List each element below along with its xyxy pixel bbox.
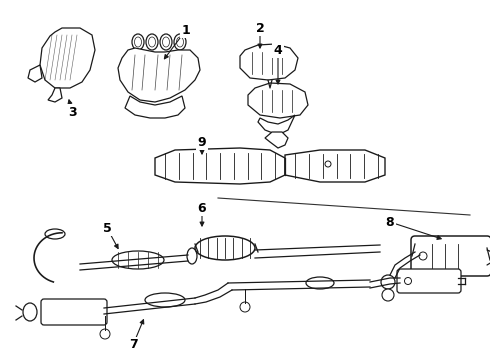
Ellipse shape [240,302,250,312]
Polygon shape [48,88,62,102]
Ellipse shape [134,37,142,47]
Text: 7: 7 [129,338,137,351]
Ellipse shape [146,34,158,50]
Ellipse shape [23,303,37,321]
Ellipse shape [45,229,65,239]
Ellipse shape [112,251,164,269]
Polygon shape [265,132,288,148]
Text: 2: 2 [256,22,265,35]
Ellipse shape [419,252,427,260]
Text: 1: 1 [182,23,191,36]
Polygon shape [40,28,95,88]
Polygon shape [258,115,295,135]
Ellipse shape [381,275,395,289]
Ellipse shape [163,37,170,47]
Text: 6: 6 [197,202,206,215]
Polygon shape [155,148,285,184]
Ellipse shape [132,34,144,50]
Text: 3: 3 [68,105,76,118]
Ellipse shape [174,34,186,50]
Ellipse shape [160,34,172,50]
Ellipse shape [382,289,394,301]
Ellipse shape [100,329,110,339]
Polygon shape [240,44,298,80]
Ellipse shape [325,161,331,167]
FancyBboxPatch shape [41,299,107,325]
Ellipse shape [148,37,155,47]
Polygon shape [285,150,385,182]
Text: 8: 8 [386,216,394,229]
Ellipse shape [306,277,334,289]
FancyBboxPatch shape [397,269,461,293]
Text: 4: 4 [273,44,282,57]
Polygon shape [28,65,42,82]
Text: 9: 9 [197,135,206,148]
Polygon shape [248,83,308,118]
Polygon shape [125,96,185,118]
Ellipse shape [187,248,197,264]
FancyBboxPatch shape [411,236,490,276]
Ellipse shape [176,37,183,47]
Ellipse shape [145,293,185,307]
Ellipse shape [405,278,412,284]
Ellipse shape [195,236,255,260]
Polygon shape [118,48,200,102]
Text: 5: 5 [102,221,111,234]
